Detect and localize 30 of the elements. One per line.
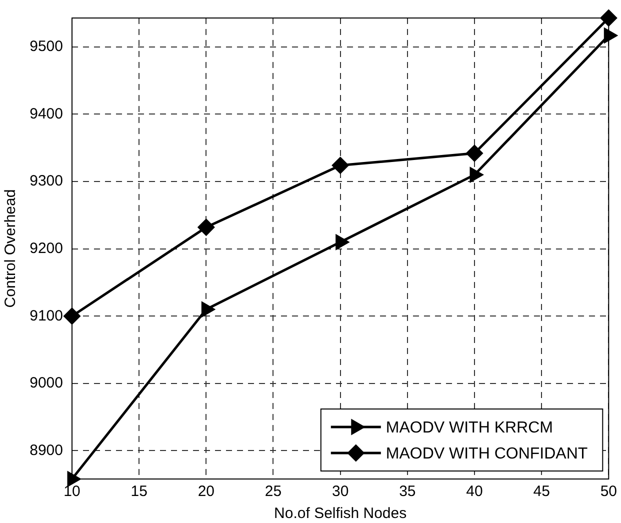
point — [64, 308, 80, 324]
y-tick-label: 9400 — [30, 105, 63, 122]
y-tick-label: 8900 — [30, 442, 63, 459]
x-tick-label: 50 — [600, 483, 617, 500]
y-tick-label: 9000 — [30, 374, 63, 392]
point — [198, 219, 214, 236]
x-tick-label: 35 — [399, 483, 416, 500]
legend-label: MAODV WITH KRRCM — [386, 419, 553, 436]
x-tick-label: 15 — [130, 483, 148, 500]
point — [600, 10, 617, 26]
x-tick-label: 40 — [466, 483, 483, 500]
point — [336, 234, 349, 250]
x-tick-label: 20 — [198, 483, 215, 500]
x-tick-label: 30 — [332, 483, 349, 500]
y-tick-label: 9200 — [30, 240, 63, 257]
y-tick-label: 9300 — [30, 172, 63, 190]
point — [466, 145, 483, 162]
y-tick-label: 9100 — [30, 307, 63, 324]
y-tick-label: 9500 — [30, 38, 63, 56]
point — [67, 472, 80, 486]
point — [604, 28, 617, 43]
x-tick-label: 10 — [64, 483, 80, 500]
point — [470, 167, 483, 182]
legend-label: MAODV WITH CONFIDANT — [386, 445, 588, 462]
x-tick-label: 45 — [533, 483, 550, 500]
point — [201, 302, 214, 317]
x-tick-label: 25 — [264, 483, 282, 500]
point — [332, 157, 349, 174]
x-axis-title: No.of Selfish Nodes — [274, 505, 407, 522]
y-axis-title: Control Overhead — [2, 189, 20, 308]
